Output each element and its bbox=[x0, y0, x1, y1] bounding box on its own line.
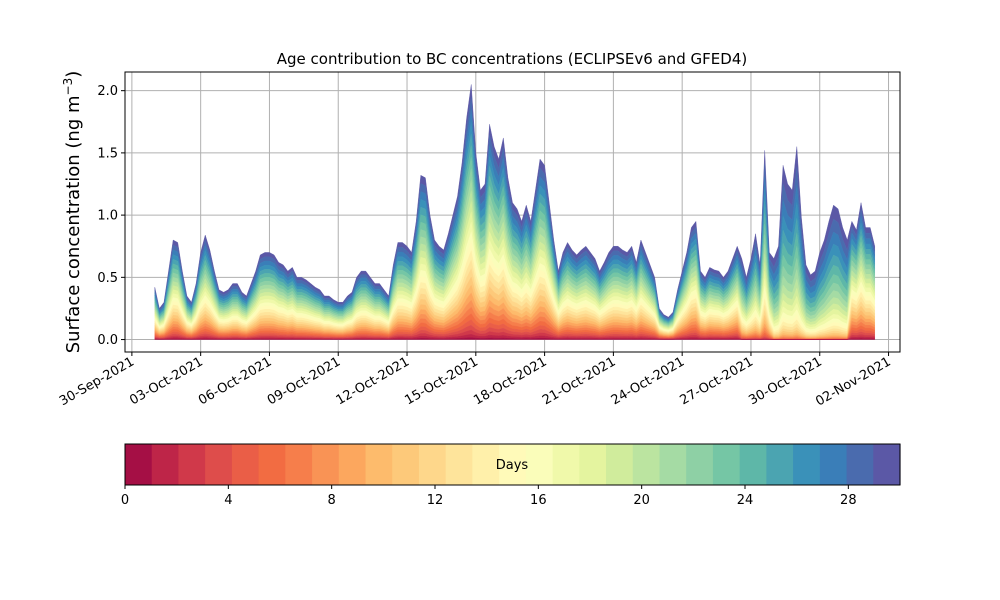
colorbar-segment bbox=[205, 444, 233, 485]
colorbar-segment bbox=[712, 444, 741, 485]
colorbar-segment bbox=[766, 444, 794, 485]
x-tick-label: 15-Oct-2021 bbox=[402, 354, 480, 408]
x-tick-label: 24-Oct-2021 bbox=[609, 354, 687, 408]
colorbar-segment bbox=[231, 444, 260, 485]
colorbar-segment bbox=[258, 444, 286, 485]
colorbar-segment bbox=[499, 444, 527, 485]
colorbar bbox=[125, 444, 901, 485]
colorbar-segment bbox=[819, 444, 848, 485]
x-tick-label: 30-Oct-2021 bbox=[746, 354, 824, 408]
colorbar-tick-label: 12 bbox=[427, 493, 444, 508]
age-band-0 bbox=[154, 337, 875, 340]
colorbar-segment bbox=[365, 444, 393, 485]
y-tick-label: 2.0 bbox=[97, 84, 118, 99]
y-axis: 0.0 0.5 1.0 1.5 2.0 bbox=[97, 84, 125, 348]
colorbar-segment bbox=[552, 444, 580, 485]
x-tick-label: 02-Nov-2021 bbox=[813, 354, 893, 409]
x-tick-label: 27-Oct-2021 bbox=[678, 354, 756, 408]
y-axis-label: Surface concentration (ng m−3) bbox=[61, 71, 84, 354]
colorbar-tick-label: 28 bbox=[840, 493, 857, 508]
x-axis: 30-Sep-202103-Oct-202106-Oct-202109-Oct-… bbox=[57, 352, 894, 409]
colorbar-segment bbox=[285, 444, 313, 485]
chart-title: Age contribution to BC concentrations (E… bbox=[277, 50, 748, 68]
colorbar-segment bbox=[525, 444, 554, 485]
colorbar-frame bbox=[124, 443, 901, 486]
colorbar-segment bbox=[846, 444, 874, 485]
x-tick-label: 09-Oct-2021 bbox=[265, 354, 343, 408]
colorbar-segment bbox=[125, 444, 153, 485]
colorbar-segment bbox=[178, 444, 206, 485]
colorbar-segment bbox=[151, 444, 180, 485]
x-tick-label: 18-Oct-2021 bbox=[471, 354, 549, 408]
colorbar-label: Days bbox=[496, 458, 529, 473]
colorbar-tick-label: 0 bbox=[121, 493, 129, 508]
y-tick-label: 1.0 bbox=[97, 209, 118, 224]
colorbar-segment bbox=[793, 444, 821, 485]
x-tick-label: 21-Oct-2021 bbox=[540, 354, 618, 408]
colorbar-segment bbox=[312, 444, 340, 485]
colorbar-tick-label: 4 bbox=[224, 493, 232, 508]
colorbar-ticks: 0 4 8 12 16 20 24 28 bbox=[121, 485, 857, 508]
colorbar-segment bbox=[739, 444, 767, 485]
colorbar-segment bbox=[632, 444, 661, 485]
colorbar-segment bbox=[579, 444, 607, 485]
x-tick-label: 03-Oct-2021 bbox=[127, 354, 205, 408]
colorbar-tick-label: 24 bbox=[737, 493, 754, 508]
colorbar-segment bbox=[418, 444, 447, 485]
colorbar-tick-label: 20 bbox=[633, 493, 650, 508]
colorbar-tick-label: 16 bbox=[530, 493, 547, 508]
colorbar-tick-label: 8 bbox=[328, 493, 336, 508]
colorbar-segment bbox=[686, 444, 714, 485]
x-tick-label: 30-Sep-2021 bbox=[57, 354, 137, 409]
x-tick-label: 06-Oct-2021 bbox=[196, 354, 274, 408]
stacked-area-series bbox=[154, 84, 875, 340]
colorbar-segment bbox=[392, 444, 420, 485]
y-tick-label: 1.5 bbox=[97, 146, 118, 161]
plot-frame bbox=[124, 71, 901, 353]
colorbar-segment bbox=[606, 444, 634, 485]
x-tick-label: 12-Oct-2021 bbox=[334, 354, 412, 408]
colorbar-segment bbox=[873, 444, 901, 485]
colorbar-segment bbox=[445, 444, 474, 485]
colorbar-segment bbox=[338, 444, 367, 485]
y-tick-label: 0.5 bbox=[97, 271, 118, 286]
colorbar-segment bbox=[659, 444, 687, 485]
colorbar-segment bbox=[472, 444, 500, 485]
y-tick-label: 0.0 bbox=[97, 333, 118, 348]
